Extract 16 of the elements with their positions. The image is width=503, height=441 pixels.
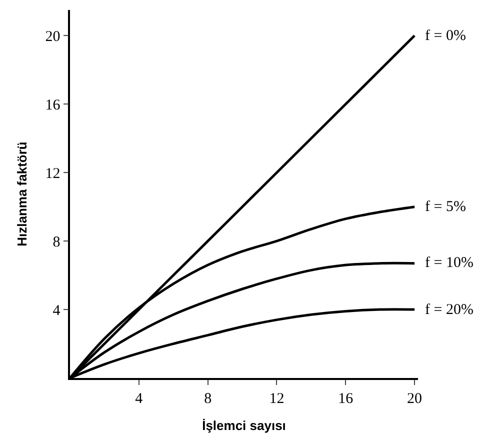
series-label: f = 5%: [425, 199, 466, 215]
y-tick-label: 16: [45, 97, 61, 114]
y-tick-label: 20: [45, 28, 60, 45]
x-axis-title: İşlemci sayısı: [202, 418, 286, 433]
y-tick-label: 8: [52, 234, 60, 250]
x-tick-label: 16: [338, 390, 354, 407]
y-axis-title: Hızlanma faktörü: [14, 142, 30, 246]
x-tick-label: 12: [269, 390, 284, 407]
series-label: f = 0%: [425, 28, 466, 44]
y-tick-label: 12: [45, 166, 60, 182]
x-tick-label: 4: [135, 390, 144, 407]
x-tick-label: 20: [407, 390, 422, 407]
series-label: f = 10%: [425, 255, 474, 271]
y-tick-label: 4: [52, 302, 61, 319]
x-tick-label: 8: [204, 390, 212, 407]
series-label: f = 20%: [425, 302, 474, 318]
